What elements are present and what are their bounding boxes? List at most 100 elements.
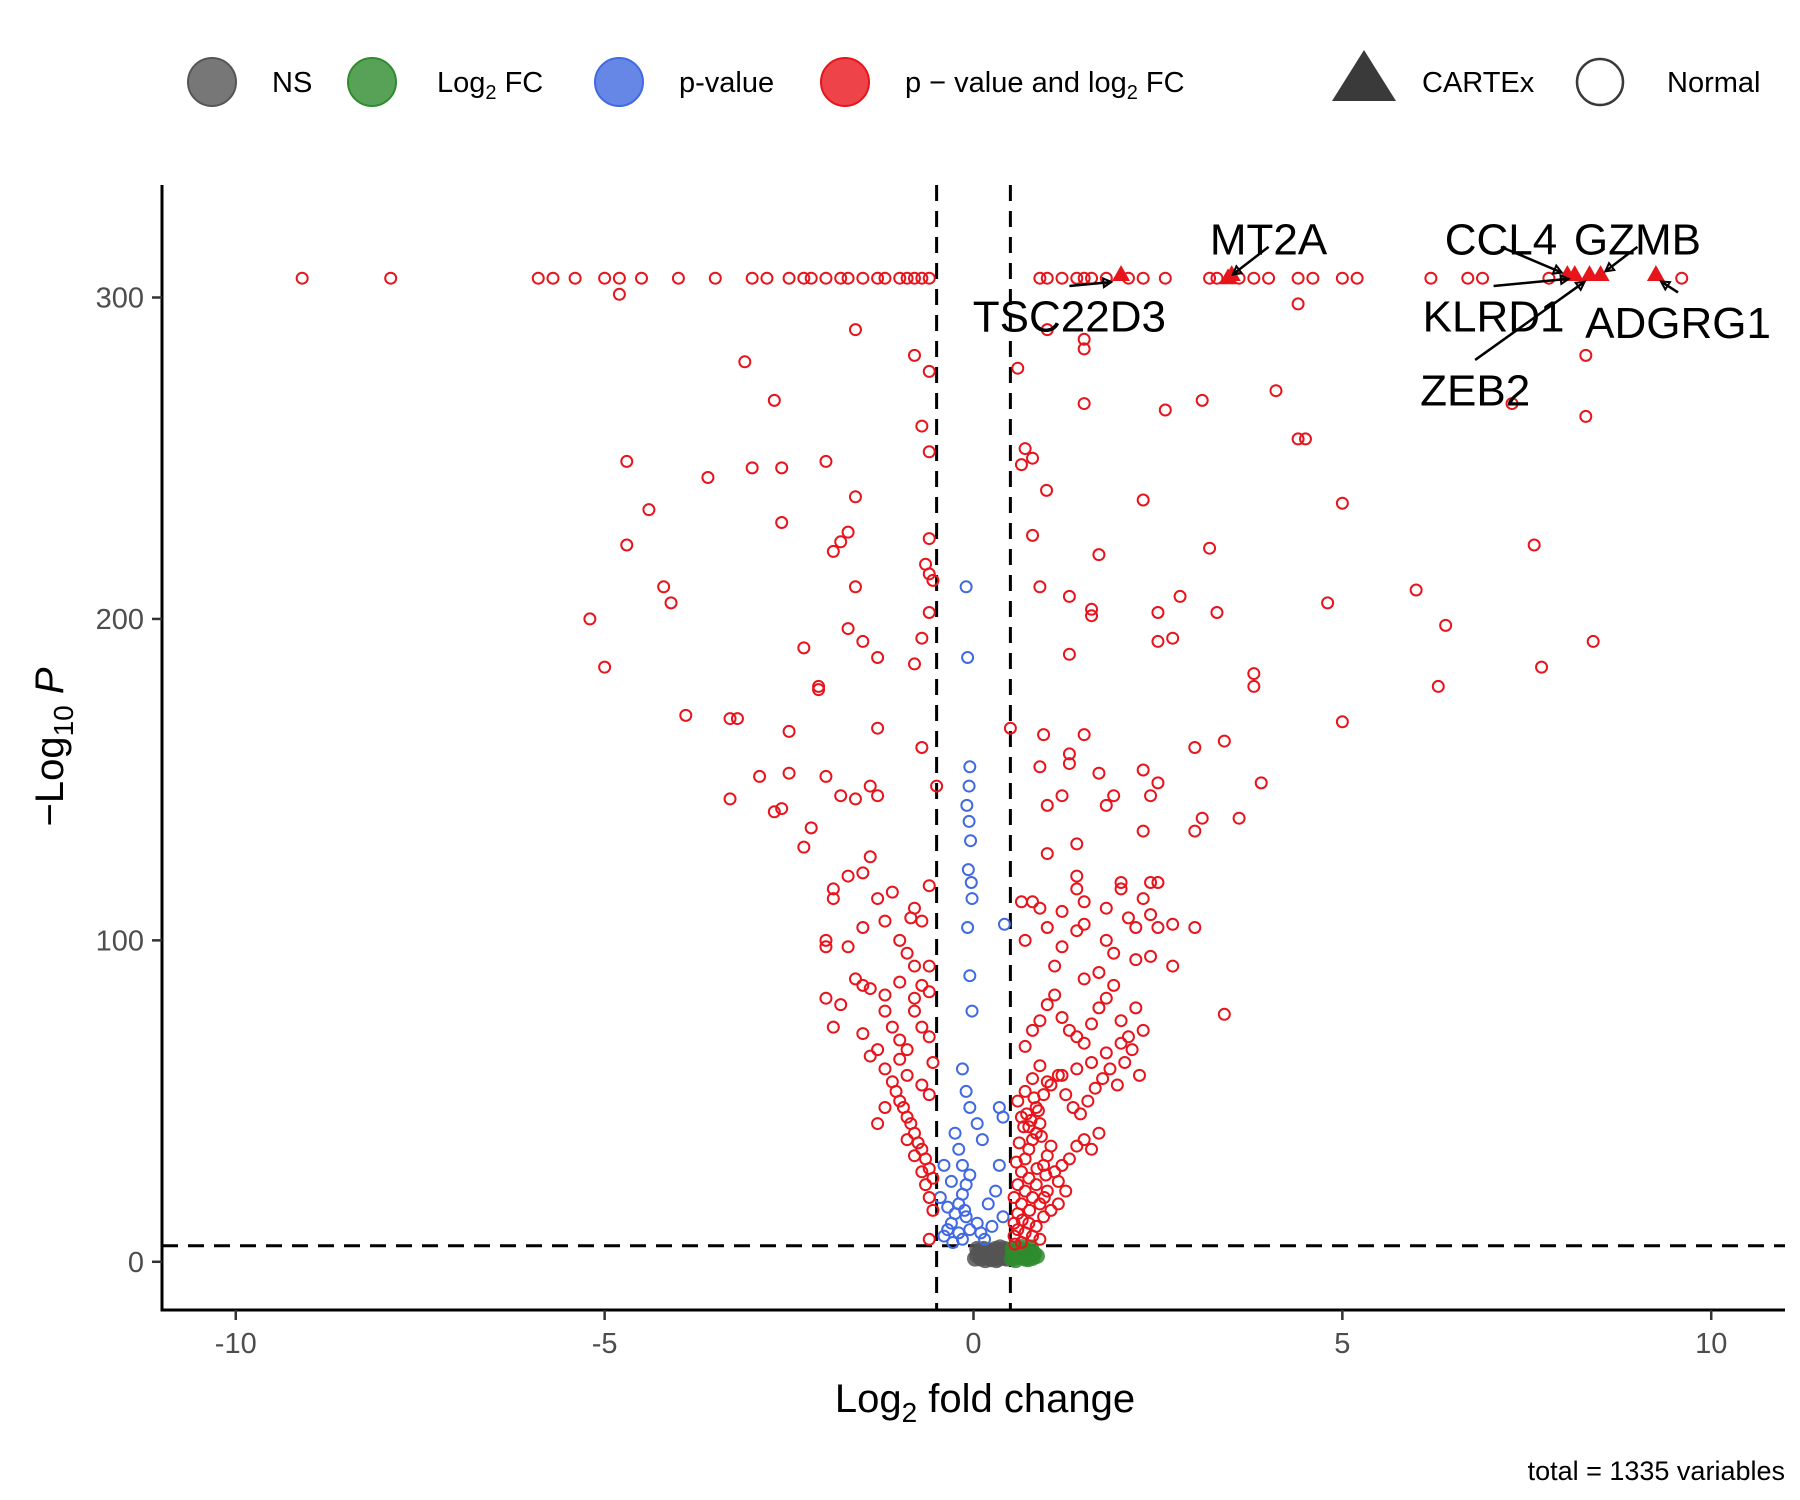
data-point xyxy=(1059,1088,1073,1102)
data-point xyxy=(1018,1084,1032,1098)
data-point xyxy=(723,712,737,726)
data-point xyxy=(1431,679,1445,693)
data-point xyxy=(1136,824,1150,838)
legend-shape-item-0: CARTEx xyxy=(1332,50,1535,101)
data-point xyxy=(1015,1213,1029,1227)
data-point xyxy=(782,724,796,738)
data-point xyxy=(1335,715,1349,729)
annotation-arrowhead xyxy=(1101,276,1114,289)
data-point xyxy=(915,419,929,433)
data-point xyxy=(907,271,921,285)
data-point xyxy=(1062,747,1076,761)
data-point xyxy=(963,1223,977,1237)
data-point xyxy=(1062,589,1076,603)
data-point xyxy=(782,766,796,780)
data-point xyxy=(1476,271,1490,285)
data-point xyxy=(1144,876,1158,889)
annotation-connector xyxy=(1660,280,1679,294)
data-point xyxy=(1350,271,1364,285)
data-point xyxy=(922,364,936,378)
data-point xyxy=(1085,609,1099,623)
data-point xyxy=(1505,397,1519,411)
data-point xyxy=(642,503,656,517)
data-point xyxy=(878,271,892,285)
data-point xyxy=(760,271,774,285)
data-point xyxy=(635,271,649,285)
data-point xyxy=(922,1088,936,1102)
data-point xyxy=(295,271,309,285)
data-point xyxy=(878,1062,892,1076)
series-cartex xyxy=(1112,265,1665,285)
data-point xyxy=(937,1158,951,1172)
data-point xyxy=(1033,1232,1047,1246)
data-point xyxy=(900,1133,914,1147)
data-point xyxy=(922,959,936,973)
data-point xyxy=(1048,959,1062,973)
data-point xyxy=(1077,332,1091,346)
data-point xyxy=(1037,1210,1051,1224)
data-point xyxy=(885,1020,899,1034)
legend-item-3: p − value and log2 FC xyxy=(820,57,1185,107)
data-point xyxy=(893,271,907,285)
data-point xyxy=(915,1078,929,1092)
data-point xyxy=(1073,1107,1087,1121)
data-point xyxy=(1030,1162,1044,1176)
data-point xyxy=(1070,882,1084,896)
data-point xyxy=(1579,409,1593,423)
legend-key-circle xyxy=(820,57,870,107)
data-point xyxy=(753,769,767,783)
data-point xyxy=(1055,1011,1069,1024)
data-point xyxy=(893,1033,907,1047)
data-point xyxy=(1210,606,1224,619)
data-point xyxy=(863,982,877,996)
data-point xyxy=(1066,1101,1080,1114)
data-point xyxy=(1022,1216,1036,1230)
data-point xyxy=(1011,1178,1025,1192)
data-point xyxy=(878,988,892,1002)
data-point xyxy=(1077,1133,1091,1147)
data-point xyxy=(841,271,855,285)
annotation-connector xyxy=(1604,245,1639,273)
data-point xyxy=(1055,271,1069,285)
data-point xyxy=(1203,271,1217,285)
data-point xyxy=(1070,1062,1084,1076)
data-point xyxy=(959,1084,973,1098)
data-point xyxy=(1151,876,1165,889)
data-point xyxy=(1151,634,1165,648)
data-point xyxy=(970,1117,984,1131)
data-point-triangle xyxy=(1112,265,1131,281)
data-point xyxy=(922,1030,936,1044)
data-point xyxy=(1051,1197,1065,1211)
data-point xyxy=(922,606,936,619)
data-point xyxy=(708,271,722,285)
data-point xyxy=(819,271,833,285)
data-point xyxy=(915,914,929,928)
data-point xyxy=(1195,393,1209,407)
data-point xyxy=(1026,528,1040,542)
data-point xyxy=(955,1062,969,1076)
data-point xyxy=(1055,940,1069,954)
data-point xyxy=(926,1056,940,1069)
annotation-arrowhead xyxy=(1573,280,1587,292)
data-point xyxy=(1051,1068,1065,1082)
data-point xyxy=(907,657,921,671)
data-point xyxy=(1026,895,1040,909)
data-point xyxy=(546,271,560,285)
data-point xyxy=(1166,959,1180,973)
x-tick-label: 0 xyxy=(965,1328,981,1360)
data-point xyxy=(1055,1158,1069,1172)
data-point xyxy=(1144,949,1158,963)
data-point xyxy=(1203,541,1217,555)
data-point xyxy=(856,978,870,992)
data-point xyxy=(1096,1072,1110,1086)
data-point xyxy=(1070,271,1084,285)
data-point xyxy=(1026,451,1040,465)
data-point xyxy=(1247,679,1261,693)
annotation-connector xyxy=(1500,245,1563,274)
data-point xyxy=(1247,667,1261,681)
data-point xyxy=(885,885,899,899)
data-point xyxy=(826,544,840,558)
data-point xyxy=(915,978,929,992)
data-point xyxy=(834,271,848,285)
